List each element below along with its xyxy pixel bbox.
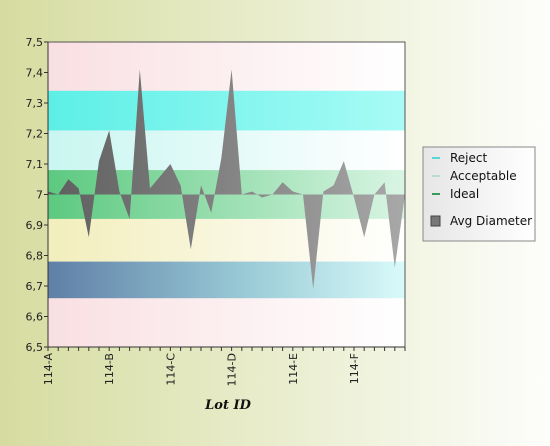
legend-label-acceptable: Acceptable	[450, 169, 517, 183]
series-area-avg-diameter	[48, 69, 405, 290]
y-tick-label: 7,3	[26, 97, 44, 110]
x-tick-label: 114-E	[287, 353, 300, 385]
y-tick-label: 7,4	[26, 67, 44, 80]
y-tick-label: 7,5	[26, 36, 44, 49]
legend-label-avg-diameter: Avg Diameter	[450, 214, 532, 228]
legend-marker-avg-diameter	[430, 215, 441, 227]
y-tick-label: 6,8	[26, 250, 44, 263]
y-tick-label: 6,9	[26, 219, 44, 232]
x-tick-label: 114-A	[42, 353, 55, 386]
x-tick-label: 114-C	[164, 353, 177, 386]
x-tick-label: 114-D	[226, 353, 239, 386]
y-tick-label: 6,7	[26, 280, 44, 293]
y-tick-label: 6,6	[26, 311, 44, 324]
band-reject-lower	[48, 261, 405, 299]
plot-area	[47, 41, 406, 348]
legend-box	[422, 146, 536, 242]
y-tick-label: 6,5	[26, 341, 44, 354]
y-axis: 6,5 6,6 6,7 6,8 6,9 7 7,1 7,2 7,3 7,4 7,5	[26, 36, 49, 354]
band-caution-lower	[48, 218, 405, 262]
x-tick-label: 114-F	[348, 353, 361, 384]
x-axis: 114-A 114-B 114-C 114-D 114-E 114-F	[42, 346, 406, 386]
legend-label-ideal: Ideal	[450, 187, 479, 201]
y-tick-label: 7,2	[26, 128, 44, 141]
x-axis-title: Lot ID	[204, 398, 251, 413]
legend-label-reject: Reject	[450, 151, 487, 165]
x-tick-label: 114-B	[103, 353, 116, 385]
legend: Reject Acceptable Ideal Avg Diameter	[422, 146, 536, 242]
y-tick-label: 7,1	[26, 158, 44, 171]
y-tick-label: 7	[36, 189, 43, 202]
